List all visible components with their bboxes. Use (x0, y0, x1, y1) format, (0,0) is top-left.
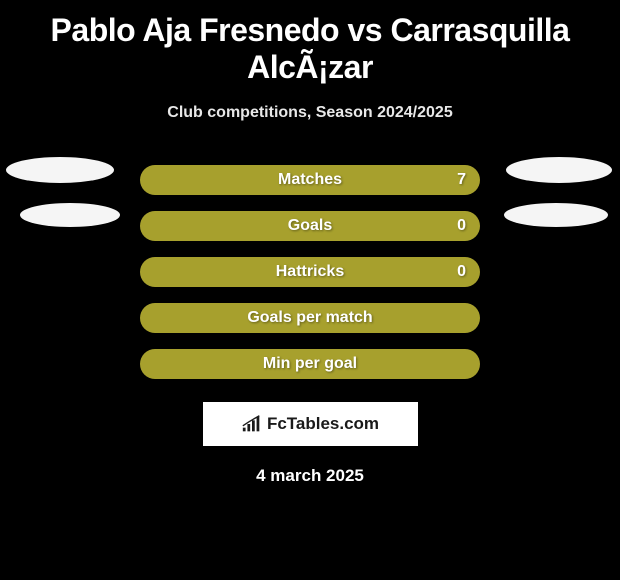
footer-brand-box[interactable]: FcTables.com (203, 402, 418, 446)
stat-label: Matches (278, 171, 342, 189)
stat-row-min-per-goal: Min per goal (0, 341, 620, 387)
stat-value: 0 (457, 263, 466, 281)
stat-bar-min-per-goal: Min per goal (140, 349, 480, 379)
footer-brand-text: FcTables.com (267, 414, 379, 434)
left-ellipse-icon (6, 157, 114, 183)
left-ellipse-icon (20, 203, 120, 227)
stat-label: Goals per match (247, 309, 372, 327)
right-ellipse-icon (506, 157, 612, 183)
stat-label: Min per goal (263, 355, 357, 373)
stat-value: 0 (457, 217, 466, 235)
stat-row-goals: Goals 0 (0, 203, 620, 249)
stat-row-goals-per-match: Goals per match (0, 295, 620, 341)
comparison-area: Matches 7 Goals 0 Hattricks 0 Goals per … (0, 157, 620, 387)
stat-value: 7 (457, 171, 466, 189)
stat-row-matches: Matches 7 (0, 157, 620, 203)
stat-label: Hattricks (276, 263, 344, 281)
subtitle: Club competitions, Season 2024/2025 (0, 104, 620, 122)
chart-icon (241, 414, 263, 434)
date-text: 4 march 2025 (0, 466, 620, 486)
stat-row-hattricks: Hattricks 0 (0, 249, 620, 295)
stat-bar-matches: Matches 7 (140, 165, 480, 195)
stat-label: Goals (288, 217, 332, 235)
stat-bar-goals-per-match: Goals per match (140, 303, 480, 333)
right-ellipse-icon (504, 203, 608, 227)
stat-bar-goals: Goals 0 (140, 211, 480, 241)
page-title: Pablo Aja Fresnedo vs Carrasquilla AlcÃ¡… (0, 0, 620, 86)
stat-bar-hattricks: Hattricks 0 (140, 257, 480, 287)
